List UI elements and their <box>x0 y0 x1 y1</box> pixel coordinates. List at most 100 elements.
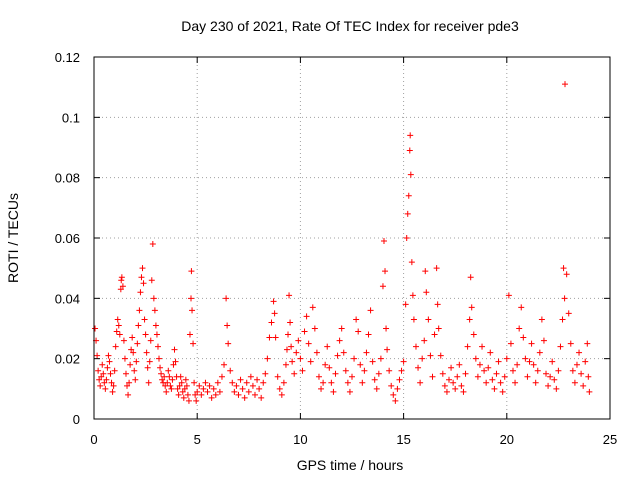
data-point <box>431 331 438 338</box>
x-tick-label: 10 <box>293 432 307 447</box>
data-point <box>231 388 238 395</box>
data-point <box>582 358 589 365</box>
data-point <box>379 283 386 290</box>
data-point <box>235 391 242 398</box>
data-point <box>340 349 347 356</box>
data-point <box>262 370 269 377</box>
data-point <box>256 385 263 392</box>
data-point <box>578 370 585 377</box>
data-point <box>336 337 343 344</box>
data-point <box>278 391 285 398</box>
data-point <box>571 379 578 386</box>
data-point <box>514 361 521 368</box>
data-point <box>407 171 414 178</box>
data-point <box>114 316 121 323</box>
data-point <box>176 382 183 389</box>
data-point <box>522 355 529 362</box>
data-point <box>271 310 278 317</box>
data-point <box>188 268 195 275</box>
data-point <box>524 373 531 380</box>
data-point <box>549 358 556 365</box>
data-point <box>427 352 434 359</box>
data-point <box>493 370 500 377</box>
data-point <box>177 373 184 380</box>
data-point <box>214 379 221 386</box>
data-point <box>163 388 170 395</box>
data-point <box>423 289 430 296</box>
data-point <box>422 268 429 275</box>
data-point <box>162 382 169 389</box>
data-point <box>441 382 448 389</box>
data-point <box>555 367 562 374</box>
data-point <box>118 274 125 281</box>
data-point <box>287 319 294 326</box>
data-point <box>109 388 116 395</box>
data-point <box>410 316 417 323</box>
x-tick-label: 15 <box>396 432 410 447</box>
data-point <box>311 325 318 332</box>
data-point <box>206 382 213 389</box>
data-point <box>346 388 353 395</box>
x-tick-labels: 0 5 10 15 20 25 <box>90 432 617 447</box>
data-point <box>551 376 558 383</box>
data-point <box>421 337 428 344</box>
chart-title: Day 230 of 2021, Rate Of TEC Index for r… <box>181 18 519 34</box>
data-point <box>299 367 306 374</box>
data-point <box>221 361 228 368</box>
data-point <box>138 274 145 281</box>
data-point <box>380 238 387 245</box>
y-tick-label: 0.02 <box>55 352 80 367</box>
data-point <box>169 376 176 383</box>
data-point <box>158 370 165 377</box>
data-point <box>276 385 283 392</box>
data-point <box>419 355 426 362</box>
data-point <box>363 349 370 356</box>
data-point <box>396 376 403 383</box>
data-point <box>120 337 127 344</box>
data-point <box>128 346 135 353</box>
x-tick-label: 0 <box>90 432 97 447</box>
data-point <box>532 379 539 386</box>
data-point <box>534 367 541 374</box>
data-point <box>139 265 146 272</box>
data-point <box>130 349 137 356</box>
data-point <box>516 325 523 332</box>
data-point <box>117 286 124 293</box>
data-point <box>295 337 302 344</box>
data-point <box>349 373 355 380</box>
data-point <box>204 388 211 395</box>
data-point <box>146 358 153 365</box>
data-point <box>142 331 149 338</box>
data-point <box>116 331 123 338</box>
data-point <box>212 391 219 398</box>
data-point <box>377 355 384 362</box>
data-point <box>224 322 231 329</box>
data-point <box>375 370 382 377</box>
data-point <box>216 388 223 395</box>
data-point <box>576 349 583 356</box>
data-point <box>351 355 358 362</box>
y-tick-label: 0.12 <box>55 50 80 65</box>
data-point <box>320 379 327 386</box>
data-point <box>151 307 158 314</box>
x-tick-label: 5 <box>194 432 201 447</box>
data-point <box>186 331 193 338</box>
data-point <box>474 373 481 380</box>
data-point <box>127 361 134 368</box>
data-point <box>324 343 331 350</box>
data-point <box>530 361 537 368</box>
data-point <box>452 385 459 392</box>
data-point <box>443 388 450 395</box>
data-point <box>305 340 312 347</box>
data-point <box>132 376 139 383</box>
data-point <box>134 340 141 347</box>
data-point <box>406 147 413 154</box>
data-point <box>113 328 120 335</box>
data-point <box>361 367 368 374</box>
data-point <box>540 337 547 344</box>
data-point <box>301 328 308 335</box>
data-point <box>303 313 310 320</box>
data-point <box>268 319 275 326</box>
data-point <box>94 352 101 359</box>
